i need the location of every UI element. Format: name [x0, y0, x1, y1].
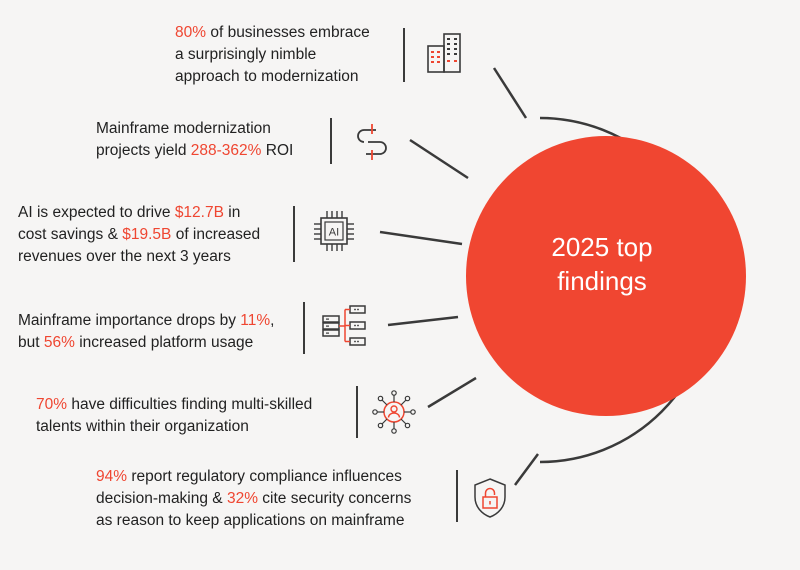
text-segment: Mainframe importance drops by	[18, 312, 241, 329]
text-segment: increased platform usage	[74, 334, 254, 351]
finding-4-text: Mainframe importance drops by 11%, but 56…	[18, 310, 274, 354]
finding-2-line-2: projects yield 288-362% ROI	[96, 140, 293, 162]
highlight-stat: 32%	[226, 490, 258, 507]
finding-5-divider	[356, 386, 358, 438]
findings-circle	[466, 136, 746, 416]
text-segment: ROI	[261, 142, 294, 159]
highlight-stat: 94%	[96, 468, 128, 485]
text-segment: decision-making &	[96, 490, 227, 507]
connector-line-6	[513, 453, 540, 486]
highlight-stat: 70%	[36, 396, 68, 413]
text-segment: Mainframe modernization	[96, 120, 271, 137]
dollar-icon	[348, 118, 396, 166]
finding-2-line-1: Mainframe modernization	[96, 118, 293, 140]
highlight-stat: 288-362%	[190, 142, 262, 159]
finding-2-divider	[330, 118, 332, 164]
finding-4-line-2: but 56% increased platform usage	[18, 332, 274, 354]
lock-icon	[466, 474, 514, 522]
highlight-stat: 56%	[43, 334, 75, 351]
finding-3-text: AI is expected to drive $12.7B in cost sa…	[18, 202, 260, 268]
finding-1-line-3: approach to modernization	[175, 66, 370, 88]
finding-2-text: Mainframe modernization projects yield 28…	[96, 118, 293, 162]
text-segment: projects yield	[96, 142, 191, 159]
text-segment: revenues over the next 3 years	[18, 248, 231, 265]
finding-3-line-1: AI is expected to drive $12.7B in	[18, 202, 260, 224]
finding-3-line-3: revenues over the next 3 years	[18, 246, 260, 268]
finding-1-line-1: 80% of businesses embrace	[175, 22, 370, 44]
highlight-stat: 80%	[175, 24, 207, 41]
text-segment: cite security concerns	[257, 490, 412, 507]
text-segment: of businesses embrace	[206, 24, 370, 41]
connector-line-4	[387, 315, 459, 327]
text-segment: in	[223, 204, 241, 221]
text-segment: a surprisingly nimble	[175, 46, 317, 63]
finding-1-divider	[403, 28, 405, 82]
finding-1-text: 80% of businesses embrace a surprisingly …	[175, 22, 370, 88]
text-segment: as reason to keep applications on mainfr…	[96, 512, 405, 529]
text-segment: of increased	[171, 226, 261, 243]
connector-line-2	[409, 138, 469, 180]
center-title: 2025 top findings	[482, 230, 722, 298]
center-title-line-1: 2025 top	[551, 232, 653, 262]
finding-6-line-2: decision-making & 32% cite security conc…	[96, 488, 411, 510]
text-segment: report regulatory compliance influences	[127, 468, 402, 485]
building-icon	[422, 30, 470, 78]
highlight-stat: 11%	[240, 312, 271, 329]
text-segment: but	[18, 334, 44, 351]
highlight-stat: $12.7B	[174, 204, 224, 221]
finding-6-divider	[456, 470, 458, 522]
center-title-line-2: findings	[557, 266, 647, 296]
connector-line-5	[427, 376, 477, 409]
ai-chip-icon: AI	[310, 207, 358, 255]
text-segment: ,	[270, 312, 275, 329]
text-segment: cost savings &	[18, 226, 123, 243]
finding-3-line-2: cost savings & $19.5B of increased	[18, 224, 260, 246]
finding-3-divider	[293, 206, 295, 262]
connector-line-3	[379, 230, 463, 246]
finding-1-line-2: a surprisingly nimble	[175, 44, 370, 66]
finding-4-line-1: Mainframe importance drops by 11%,	[18, 310, 274, 332]
finding-6-text: 94% report regulatory compliance influen…	[96, 466, 411, 532]
finding-5-line-1: 70% have difficulties finding multi-skil…	[36, 394, 312, 416]
text-segment: AI is expected to drive	[18, 204, 175, 221]
finding-6-line-1: 94% report regulatory compliance influen…	[96, 466, 411, 488]
highlight-stat: $19.5B	[122, 226, 172, 243]
people-network-icon	[370, 388, 418, 436]
finding-5-text: 70% have difficulties finding multi-skil…	[36, 394, 312, 438]
text-segment: approach to modernization	[175, 68, 359, 85]
ai-chip-label: AI	[329, 227, 339, 239]
text-segment: talents within their organization	[36, 418, 249, 435]
finding-6-line-3: as reason to keep applications on mainfr…	[96, 510, 411, 532]
text-segment: have difficulties finding multi-skilled	[67, 396, 313, 413]
connector-line-1	[492, 67, 528, 119]
server-network-icon	[320, 302, 368, 350]
finding-4-divider	[303, 302, 305, 354]
finding-5-line-2: talents within their organization	[36, 416, 312, 438]
